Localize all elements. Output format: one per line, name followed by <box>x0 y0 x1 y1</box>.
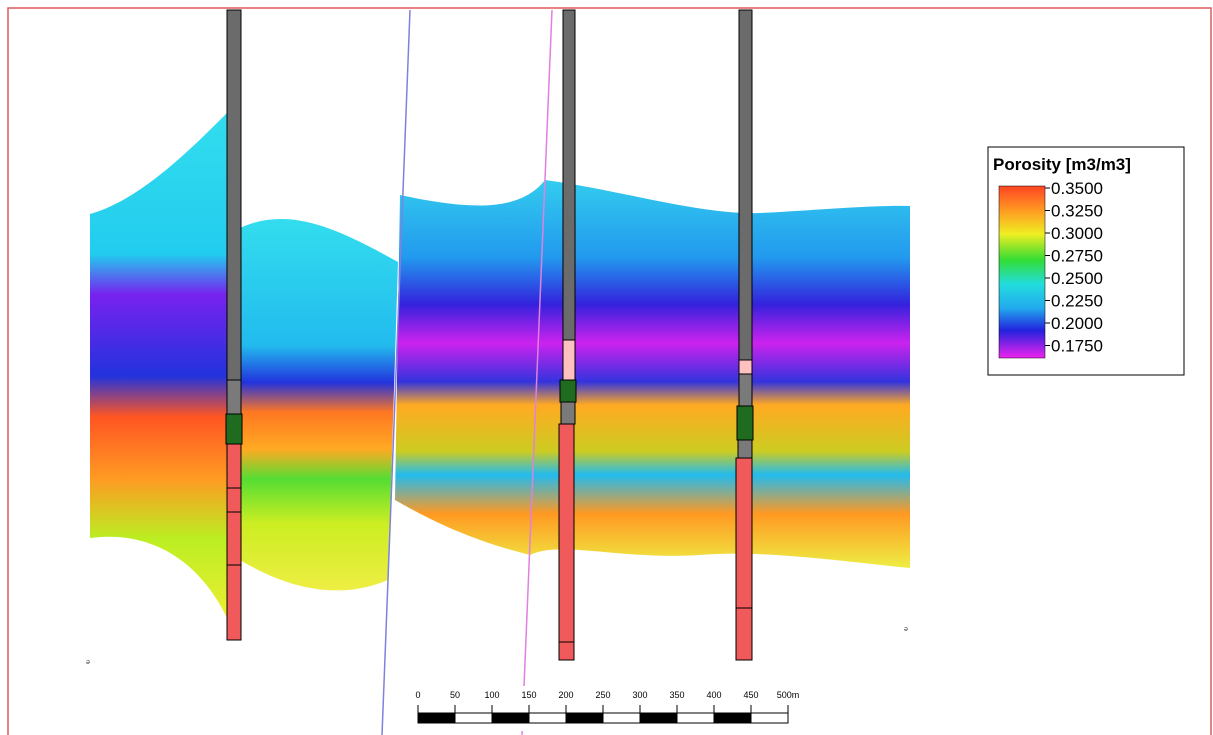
scale-label: 300 <box>632 690 647 700</box>
well-1-upper-zone <box>226 379 242 415</box>
well-3-perforation <box>735 457 753 661</box>
scale-label: 0 <box>415 690 420 700</box>
legend-tick-label: 0.3000 <box>1051 224 1103 243</box>
well-1-green-zone <box>225 413 243 445</box>
scale-bar: 0 50 100 150 200 250 300 350 400 450 500m <box>407 686 807 731</box>
legend-tick-label: 0.2000 <box>1051 314 1103 333</box>
fault-block-middle <box>240 219 398 591</box>
well-3-lower-zone <box>737 439 753 459</box>
legend-tick-label: 0.2500 <box>1051 269 1103 288</box>
scale-segment <box>639 712 678 724</box>
scale-label: 400 <box>706 690 721 700</box>
fault-block-right <box>395 180 910 568</box>
scale-segment <box>713 712 752 724</box>
scale-labels: 0 50 100 150 200 250 300 350 400 450 500m <box>415 690 799 700</box>
legend-tick-label: 0.2750 <box>1051 247 1103 266</box>
scale-label: 250 <box>595 690 610 700</box>
porosity-legend: Porosity [m3/m3] 0.3500 0.3250 0.3000 0.275… <box>987 146 1185 376</box>
scale-segment <box>750 712 789 724</box>
legend-colorbar <box>998 185 1046 359</box>
scale-segment <box>417 712 456 724</box>
scale-label: 500m <box>777 690 800 700</box>
well-1[interactable] <box>225 9 243 641</box>
scale-label: 50 <box>450 690 460 700</box>
scale-segment <box>676 712 715 724</box>
well-3[interactable] <box>735 9 754 661</box>
well-3-pink-band <box>738 359 753 375</box>
scale-segment <box>491 712 530 724</box>
well-1-casing <box>226 9 242 381</box>
scale-segments <box>417 705 789 724</box>
well-1-perforation <box>226 443 242 641</box>
scale-segment <box>528 712 567 724</box>
scale-label: 350 <box>669 690 684 700</box>
legend-title: Porosity [m3/m3] <box>993 155 1131 174</box>
fault-line-right <box>521 9 553 735</box>
well-2-casing <box>562 9 576 341</box>
well-2-perforation <box>558 423 575 661</box>
well-2[interactable] <box>558 9 577 661</box>
legend-tick-label: 0.1750 <box>1051 337 1103 356</box>
well-2-green-zone <box>559 379 577 403</box>
well-2-pink-band <box>562 339 576 381</box>
well-2-lower-zone <box>560 401 576 425</box>
well-3-upper-zone <box>738 373 753 407</box>
scale-label: 100 <box>484 690 499 700</box>
scale-segment <box>565 712 604 724</box>
edge-mark-left: ǝ <box>86 659 90 666</box>
scale-label: 450 <box>743 690 758 700</box>
scale-segment <box>454 712 493 724</box>
well-3-casing <box>738 9 753 361</box>
well-3-green-zone <box>736 405 754 441</box>
legend-tick-label: 0.3250 <box>1051 202 1103 221</box>
legend-ticks: 0.3500 0.3250 0.3000 0.2750 0.2500 0.2250 0.20… <box>1045 179 1103 356</box>
scale-label: 150 <box>521 690 536 700</box>
edge-mark-right: ǝ <box>904 626 908 633</box>
frame-border <box>7 7 1212 735</box>
scale-segment <box>602 712 641 724</box>
fault-block-left <box>90 112 228 620</box>
scale-label: 200 <box>558 690 573 700</box>
legend-tick-label: 0.3500 <box>1051 179 1103 198</box>
fault-line-left <box>381 9 411 735</box>
legend-tick-label: 0.2250 <box>1051 292 1103 311</box>
